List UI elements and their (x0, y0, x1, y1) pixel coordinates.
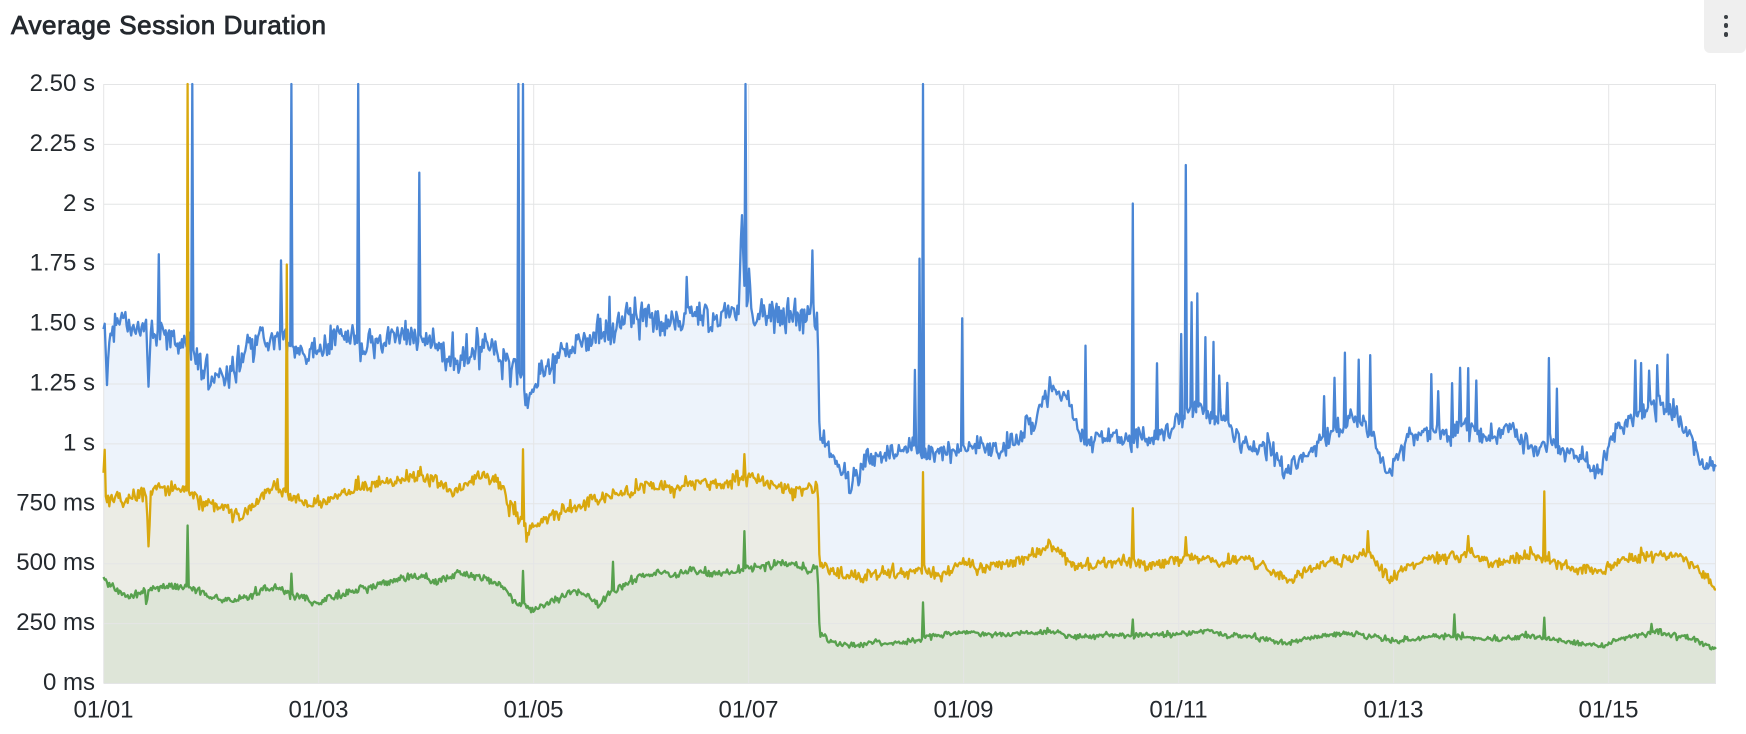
svg-text:01/15: 01/15 (1578, 697, 1638, 724)
svg-text:01/07: 01/07 (718, 697, 778, 724)
svg-text:01/01: 01/01 (73, 697, 133, 724)
svg-text:01/13: 01/13 (1363, 697, 1423, 724)
svg-text:1.50 s: 1.50 s (30, 310, 95, 337)
svg-text:750 ms: 750 ms (16, 489, 95, 516)
svg-text:1.25 s: 1.25 s (30, 370, 95, 397)
svg-text:01/03: 01/03 (288, 697, 348, 724)
svg-text:1 s: 1 s (63, 429, 95, 456)
svg-text:0 ms: 0 ms (43, 669, 95, 696)
svg-text:01/05: 01/05 (503, 697, 563, 724)
svg-text:2.25 s: 2.25 s (30, 130, 95, 157)
svg-text:500 ms: 500 ms (16, 549, 95, 576)
svg-text:01/09: 01/09 (933, 697, 993, 724)
svg-text:01/11: 01/11 (1149, 697, 1207, 724)
svg-text:2.50 s: 2.50 s (30, 70, 95, 97)
svg-text:2 s: 2 s (63, 190, 95, 217)
svg-text:1.75 s: 1.75 s (30, 250, 95, 277)
svg-text:250 ms: 250 ms (16, 609, 95, 636)
